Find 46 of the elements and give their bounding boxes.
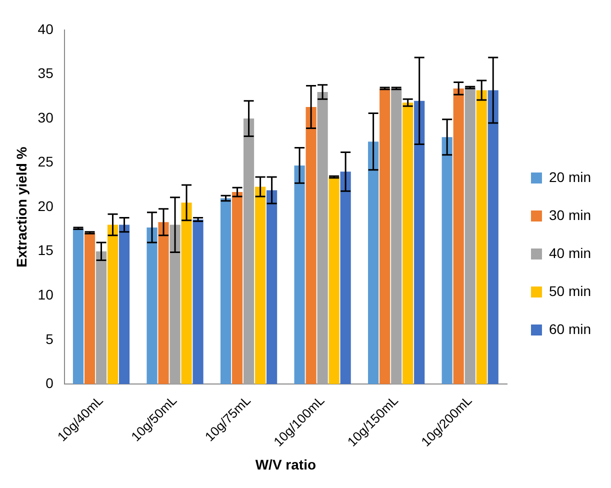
bar	[414, 100, 425, 384]
legend-label: 20 min	[548, 168, 592, 185]
y-tick-label: 35	[38, 65, 54, 82]
y-axis-title: Extraction yield %	[13, 146, 30, 268]
bar	[192, 219, 204, 384]
y-tick-label: 40	[38, 20, 54, 37]
bar	[340, 172, 351, 384]
x-axis-title: W/V ratio	[255, 456, 316, 472]
y-tick-label: 0	[46, 375, 54, 392]
y-tick-label: 30	[38, 109, 54, 126]
bar	[118, 224, 130, 384]
bar	[220, 198, 232, 384]
bar	[453, 88, 464, 384]
bar	[306, 107, 316, 384]
y-tick-label: 15	[38, 242, 54, 258]
legend-label: 30 min	[548, 206, 592, 223]
bar	[328, 176, 340, 384]
bar	[72, 228, 84, 384]
bar	[464, 88, 476, 384]
legend-label: 40 min	[548, 244, 592, 261]
bar	[317, 92, 328, 384]
y-tick-label: 25	[38, 154, 54, 170]
bar	[368, 142, 379, 384]
bar	[232, 192, 243, 384]
y-tick-label: 20	[38, 198, 54, 214]
bar	[488, 90, 498, 384]
bar	[170, 224, 180, 384]
bar	[146, 227, 158, 384]
y-tick-label: 10	[38, 286, 54, 302]
bar	[181, 202, 192, 384]
bar	[107, 224, 118, 384]
bar	[244, 118, 254, 384]
bar	[158, 222, 169, 384]
bar	[391, 88, 402, 384]
bar	[84, 232, 96, 384]
legend-label: 50 min	[548, 282, 592, 299]
bar	[402, 102, 414, 384]
bar	[380, 88, 390, 384]
bar	[266, 190, 278, 384]
y-tick-label: 5	[46, 330, 54, 347]
bar	[294, 165, 305, 384]
bar	[442, 137, 452, 384]
legend-label: 60 min	[548, 320, 592, 337]
bar	[96, 251, 107, 384]
bar	[476, 90, 487, 384]
bar	[255, 186, 266, 384]
